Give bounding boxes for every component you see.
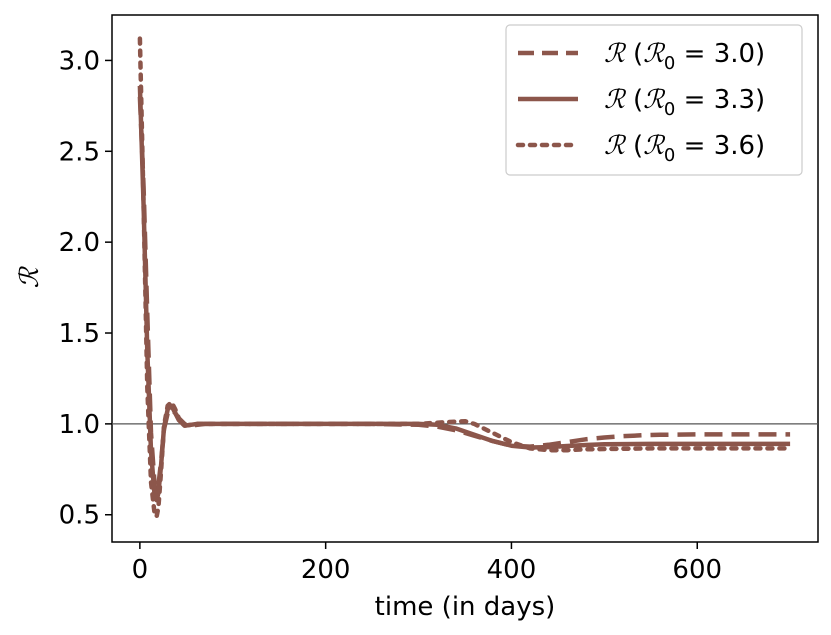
plot-area (111, 14, 819, 543)
legend: ℛ (ℛ0 = 3.0) ℛ (ℛ0 = 3.3) ℛ (ℛ0 = 3.6) (505, 24, 803, 176)
y-axis-ticks: 0.5 1.0 1.5 2.0 2.5 3.0 (59, 46, 112, 531)
legend-label: ℛ (ℛ0 = 3.6) (604, 131, 765, 166)
y-tick-label: 1.0 (59, 410, 100, 440)
y-tick-label: 3.0 (59, 46, 100, 76)
y-tick-label: 1.5 (59, 319, 100, 349)
series-line-dotted (137, 36, 793, 519)
y-tick-label: 2.5 (59, 137, 100, 167)
x-tick-label: 600 (672, 555, 722, 585)
x-axis-label: time (in days) (375, 592, 556, 622)
y-axis-label: ℛ (15, 265, 45, 288)
legend-entries: ℛ (ℛ0 = 3.0) ℛ (ℛ0 = 3.3) ℛ (ℛ0 = 3.6) (515, 39, 765, 166)
y-tick-label: 2.0 (59, 228, 100, 258)
axes-frame (111, 14, 819, 543)
legend-label: ℛ (ℛ0 = 3.3) (604, 85, 765, 120)
y-tick-label: 0.5 (59, 501, 100, 531)
series-group (137, 36, 793, 519)
legend-label: ℛ (ℛ0 = 3.0) (604, 39, 765, 74)
x-tick-label: 0 (132, 555, 149, 585)
x-tick-label: 200 (301, 555, 351, 585)
legend-box (505, 24, 803, 176)
x-axis-ticks: 0 200 400 600 (132, 542, 722, 585)
x-tick-label: 400 (487, 555, 537, 585)
